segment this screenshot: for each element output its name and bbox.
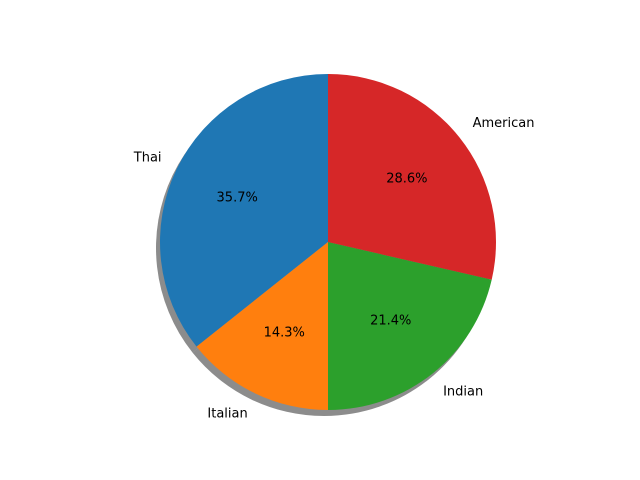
category-label-indian: Indian [443,384,483,399]
wedge-italian [196,242,328,410]
percent-label-indian: 21.4% [370,313,411,328]
wedge-thai [159,74,328,347]
pie-labels: Thai 35.7% Italian 14.3% Indian 21.4% American… [133,116,535,421]
category-label-italian: Italian [207,406,247,421]
wedge-indian [328,242,492,410]
pie-wedges [159,74,497,410]
percent-label-american: 28.6% [386,172,427,187]
wedge-american [328,74,497,280]
category-label-thai: Thai [133,151,162,166]
percent-label-italian: 14.3% [264,325,305,340]
category-label-american: American [473,116,535,131]
percent-label-thai: 35.7% [217,191,258,206]
